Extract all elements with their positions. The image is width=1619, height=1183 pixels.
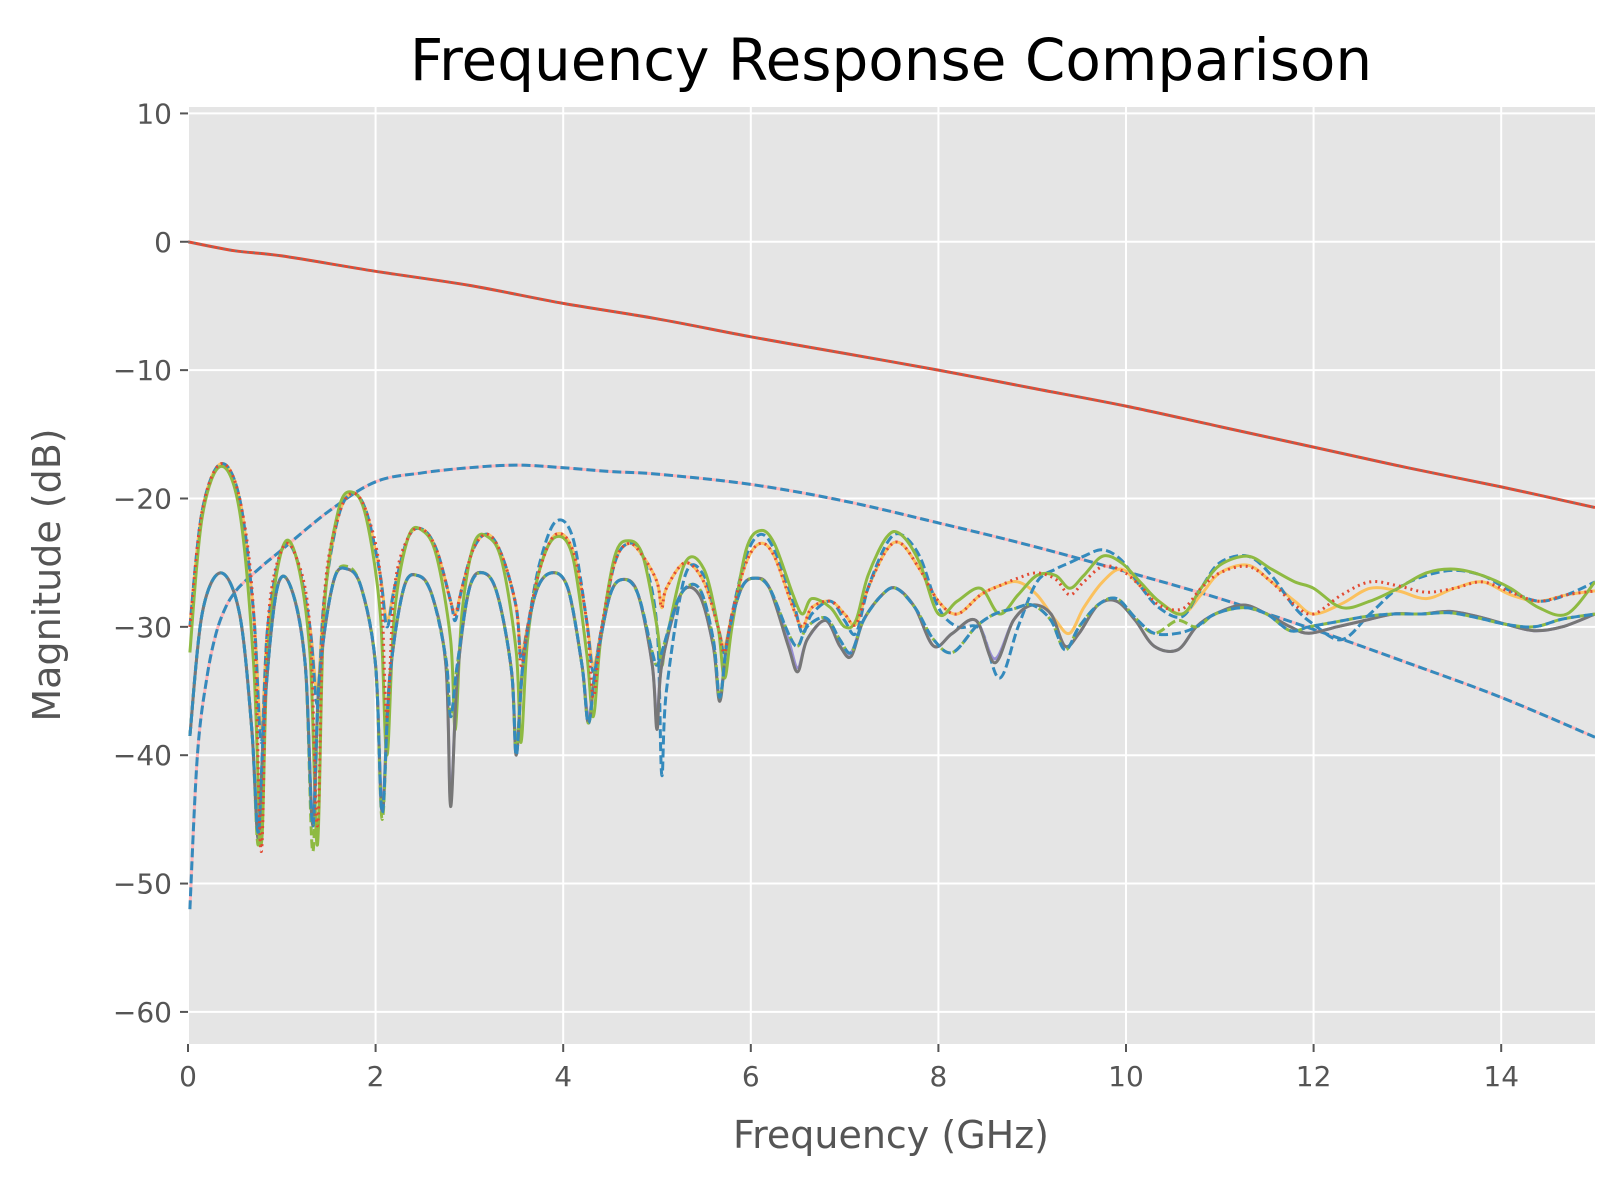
x-axis-label: Frequency (GHz) bbox=[733, 1113, 1049, 1157]
x-tick-label: 14 bbox=[1483, 1060, 1519, 1093]
series-line-4 bbox=[188, 463, 1595, 910]
x-tick-label: 6 bbox=[742, 1060, 760, 1093]
x-tick-label: 2 bbox=[367, 1060, 385, 1093]
x-tick-label: 10 bbox=[1108, 1060, 1144, 1093]
y-tick-label: −60 bbox=[113, 996, 172, 1029]
series-line-12 bbox=[188, 462, 1595, 854]
x-tick-label: 12 bbox=[1296, 1060, 1332, 1093]
y-tick-label: −50 bbox=[113, 868, 172, 901]
y-axis-label: Magnitude (dB) bbox=[25, 428, 69, 721]
y-tick-label: −30 bbox=[113, 611, 172, 644]
x-tick-label: 4 bbox=[554, 1060, 572, 1093]
y-tick-label: 10 bbox=[136, 97, 172, 130]
grid bbox=[187, 107, 1595, 1044]
tick-labels: 0 2 4 6 8 10 12 14 10 0 −10 −20 −30 −40 −50 −60 bbox=[113, 97, 1519, 1093]
y-tick-label: −10 bbox=[113, 354, 172, 387]
y-tick-label: −20 bbox=[113, 482, 172, 515]
chart-title: Frequency Response Comparison bbox=[410, 26, 1372, 94]
y-tick-label: 0 bbox=[154, 226, 172, 259]
series-layer bbox=[188, 240, 1595, 910]
y-tick-label: −40 bbox=[113, 739, 172, 772]
series-line-1 bbox=[188, 240, 1595, 509]
plot-area bbox=[188, 107, 1595, 1044]
series-line-11 bbox=[188, 566, 1595, 834]
x-tick-label: 0 bbox=[179, 1060, 197, 1093]
x-tick-label: 8 bbox=[929, 1060, 947, 1093]
